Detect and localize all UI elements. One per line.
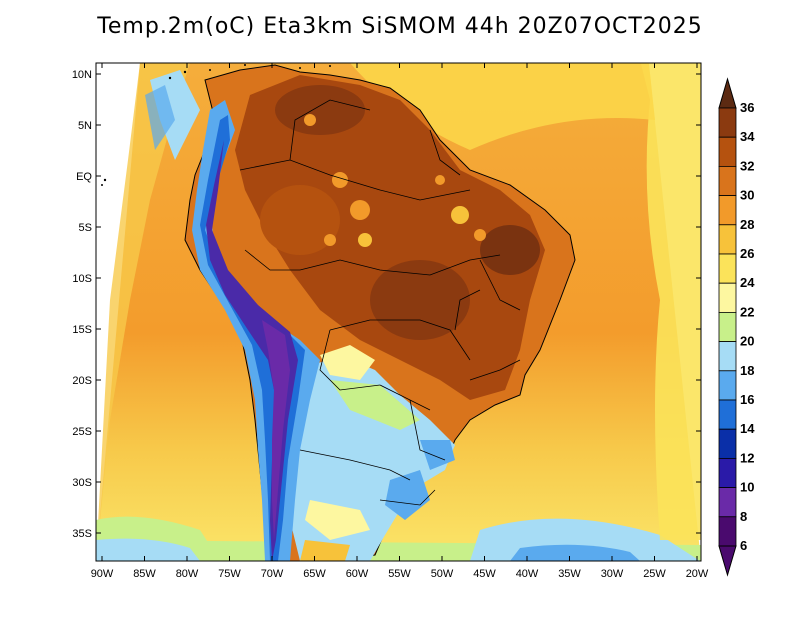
hot-interior — [235, 75, 545, 400]
colorbar-label: 10 — [740, 480, 754, 495]
colorbar-segment — [718, 165, 737, 196]
lon-label: 30W — [601, 568, 624, 580]
colorbar-segment — [718, 341, 737, 372]
lon-label: 50W — [431, 568, 454, 580]
colorbar-bottom-arrow — [718, 545, 737, 577]
lat-label: 25S — [72, 426, 92, 438]
lat-label: 30S — [72, 477, 92, 489]
colorbar: 36 34 32 30 28 26 24 22 20 18 16 14 12 10 8 6 — [718, 77, 755, 577]
lon-label: 75W — [218, 568, 241, 580]
lat-label: EQ — [76, 171, 92, 183]
pacific-cool-band — [96, 63, 190, 561]
lat-label: 5S — [79, 222, 92, 234]
colorbar-segment — [718, 136, 737, 167]
colorbar-label: 24 — [740, 275, 755, 290]
colorbar-label: 18 — [740, 363, 754, 378]
hot-core-north — [275, 85, 365, 135]
colorbar-label: 20 — [740, 334, 754, 349]
lon-label: 60W — [346, 568, 369, 580]
colorbar-segment — [718, 224, 737, 255]
colorbar-label: 6 — [740, 538, 747, 553]
colorbar-segment — [718, 487, 737, 518]
colorbar-segment — [718, 428, 737, 459]
colorbar-top-arrow — [718, 77, 737, 109]
lon-label: 65W — [303, 568, 326, 580]
map-frame — [95, 62, 702, 562]
lon-label: 90W — [91, 568, 114, 580]
colorbar-label: 30 — [740, 188, 754, 203]
latitude-axis: 10N 5N EQ 5S 10S 15S 20S 25S 30S 35S — [72, 69, 701, 540]
colorbar-label: 16 — [740, 392, 754, 407]
lon-label: 55W — [388, 568, 411, 580]
lat-label: 35S — [72, 528, 92, 540]
lon-label: 80W — [176, 568, 199, 580]
longitude-axis: 90W 85W 80W 75W 70W 65W 60W 55W 50W 45W 40W 35W 30W 2… — [91, 63, 709, 580]
map-title: Temp.2m(oC) Eta3km SiSMOM 44h 20Z07OCT20… — [97, 14, 703, 39]
country-borders — [239, 99, 521, 506]
colorbar-label: 36 — [740, 100, 754, 115]
colorbar-segment — [718, 282, 737, 313]
lat-label: 20S — [72, 375, 92, 387]
hot-core-northeast — [480, 225, 540, 275]
colorbar-label: 12 — [740, 450, 754, 465]
colorbar-label: 22 — [740, 304, 754, 319]
lon-label: 20W — [686, 568, 709, 580]
caribbean-islands — [101, 64, 331, 186]
lat-label: 10S — [72, 273, 92, 285]
colorbar-label: 34 — [740, 129, 755, 144]
colorbar-label: 26 — [740, 246, 754, 261]
colorbar-segment — [718, 195, 737, 226]
lon-label: 45W — [473, 568, 496, 580]
lon-label: 35W — [558, 568, 581, 580]
colorbar-label: 8 — [740, 509, 747, 524]
lat-label: 5N — [78, 120, 92, 132]
lon-label: 70W — [261, 568, 284, 580]
colorbar-segment — [718, 253, 737, 284]
lat-label: 10N — [72, 69, 92, 81]
colorbar-segment — [718, 457, 737, 488]
colorbar-label: 14 — [740, 421, 755, 436]
lon-label: 25W — [643, 568, 666, 580]
colorbar-segment — [718, 370, 737, 401]
colorbar-segment — [718, 107, 737, 138]
lat-label: 15S — [72, 324, 92, 336]
lon-label: 85W — [133, 568, 156, 580]
colorbar-segment — [718, 311, 737, 342]
colorbar-label: 32 — [740, 158, 754, 173]
colorbar-segment — [718, 516, 737, 547]
colorbar-segment — [718, 399, 737, 430]
colorbar-label: 28 — [740, 217, 754, 232]
lon-label: 40W — [516, 568, 539, 580]
map-domain — [96, 63, 701, 561]
